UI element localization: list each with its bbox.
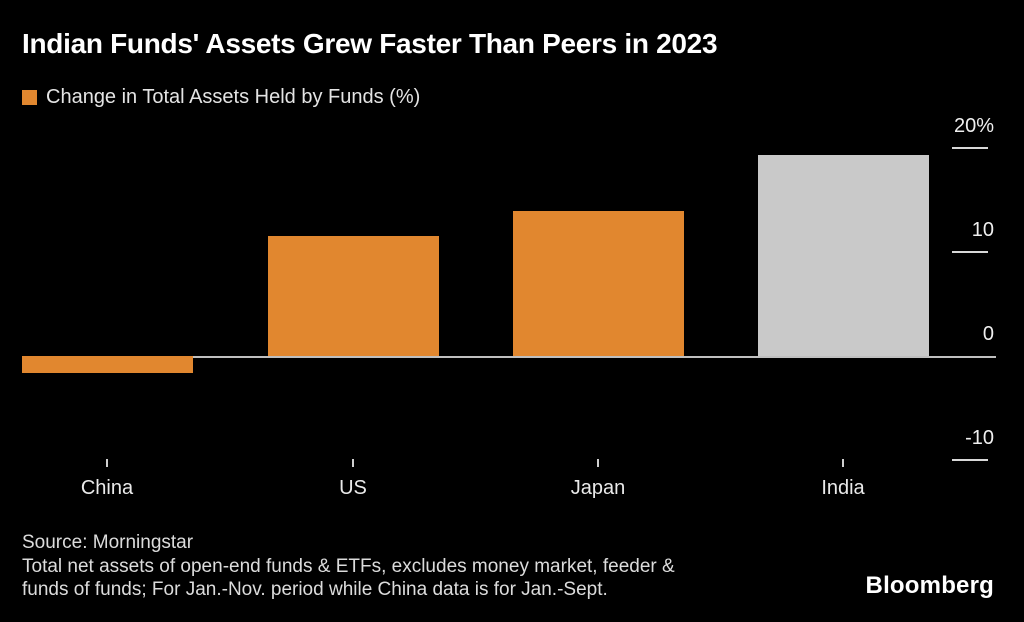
bar-china bbox=[21, 356, 193, 373]
source-note: Source: Morningstar Total net assets of … bbox=[22, 531, 675, 602]
x-axis-label-india: India bbox=[821, 477, 865, 499]
y-axis-tick-20 bbox=[952, 147, 988, 149]
legend-label: Change in Total Assets Held by Funds (%) bbox=[46, 86, 421, 108]
legend: Change in Total Assets Held by Funds (%) bbox=[22, 86, 420, 109]
bar-japan bbox=[512, 211, 684, 356]
y-axis-label-20: 20% bbox=[953, 115, 994, 137]
bar-us bbox=[267, 236, 439, 356]
x-axis-tick-india bbox=[842, 459, 844, 467]
y-axis-tick-10 bbox=[952, 251, 988, 253]
x-axis-tick-us bbox=[352, 459, 354, 467]
legend-swatch-icon bbox=[22, 90, 37, 105]
y-axis-label-10: 10 bbox=[971, 219, 994, 241]
y-axis-tick--10 bbox=[952, 459, 988, 461]
chart-title: Indian Funds' Assets Grew Faster Than Pe… bbox=[22, 28, 718, 59]
y-axis-label-0: 0 bbox=[982, 323, 994, 345]
bloomberg-logo: Bloomberg bbox=[865, 572, 994, 599]
x-axis-zero-line bbox=[22, 356, 996, 358]
x-axis-tick-japan bbox=[597, 459, 599, 467]
bar-india bbox=[757, 155, 929, 356]
x-axis-tick-china bbox=[106, 459, 108, 467]
source-line-3: funds of funds; For Jan.-Nov. period whi… bbox=[22, 579, 608, 600]
x-axis-label-us: US bbox=[339, 477, 367, 499]
y-axis-label--10: -10 bbox=[965, 427, 994, 449]
x-axis-label-japan: Japan bbox=[570, 477, 626, 499]
x-axis-label-china: China bbox=[80, 477, 134, 499]
source-line-1: Source: Morningstar bbox=[22, 532, 194, 553]
source-line-2: Total net assets of open-end funds & ETF… bbox=[22, 555, 675, 577]
